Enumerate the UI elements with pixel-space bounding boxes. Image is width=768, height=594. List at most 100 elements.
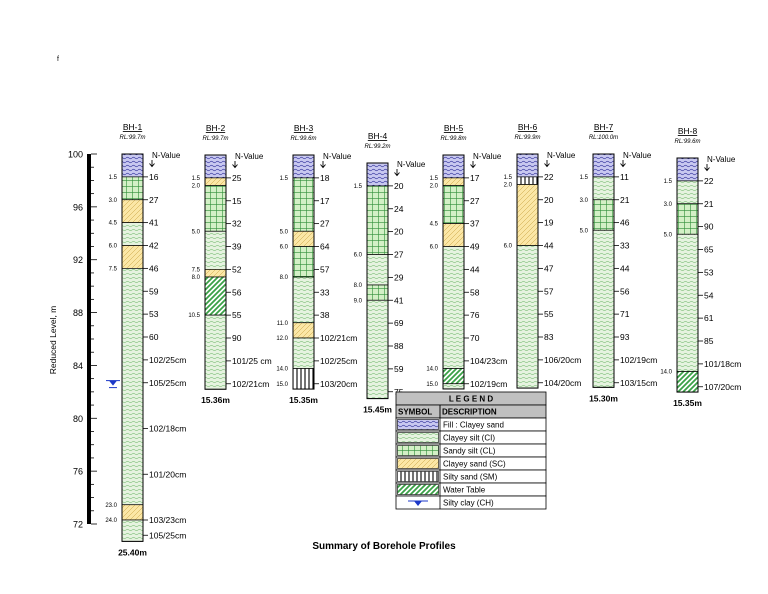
layer-depth-label: 8.0	[192, 275, 201, 281]
nvalue-arrow-icon	[320, 161, 326, 169]
nvalue-label: 53	[704, 267, 714, 277]
nvalue-label: 59	[394, 364, 404, 374]
soil-layer-silty-sand	[292, 368, 315, 390]
nvalue-header: N-Value	[323, 152, 352, 161]
nvalue-label: 37	[470, 219, 480, 229]
borehole-id: BH-5	[444, 123, 464, 133]
soil-layer-sandy-silt	[204, 185, 227, 232]
legend-marker-icon	[408, 500, 428, 506]
layer-depth-label: 1.5	[580, 175, 589, 181]
borehole-rl: RL:99.8m	[440, 136, 466, 142]
axis-bar	[87, 154, 91, 524]
nvalue-label: 33	[320, 287, 330, 297]
soil-layer-fill	[204, 154, 227, 179]
axis-tick-label: 72	[73, 520, 83, 530]
legend-table: L E G E N D SYMBOL DESCRIPTION Fill : Claye…	[395, 391, 547, 510]
layer-depth-label: 15.0	[426, 382, 438, 388]
nvalue-label: 65	[704, 245, 714, 255]
soil-layer-clayey-silt	[366, 254, 389, 286]
layer-depth-label: 3.0	[109, 198, 118, 204]
nvalue-label: 83	[544, 332, 554, 342]
nvalue-label: 101/18cm	[704, 359, 741, 369]
nvalue-label: 17	[320, 196, 330, 206]
nvalue-label: 90	[232, 333, 242, 343]
nvalue-label: 46	[620, 218, 630, 228]
axis-tick-label: 96	[73, 202, 83, 212]
soil-layer-clayey-silt	[442, 246, 465, 369]
borehole-bh-1: BH-1 RL:99.7m N-Value 1.5 3.0 4.5 6.0 7.5 23.0 24…	[105, 122, 186, 557]
borehole-outline	[592, 153, 615, 388]
borehole-rl: RL:100.0m	[589, 135, 618, 141]
nvalue-label: 47	[544, 263, 554, 273]
legend-title: L E G E N D	[449, 395, 494, 404]
nvalue-header: N-Value	[547, 151, 576, 160]
soil-layer-clayey-silt	[292, 276, 315, 324]
nvalue-label: 105/25cm	[149, 378, 186, 388]
nvalue-label: 106/20cm	[544, 355, 581, 365]
soil-layer-clayey-sand	[292, 230, 315, 247]
legend-label: Fill : Clayey sand	[443, 421, 504, 430]
borehole-bh-8: BH-8 RL:99.6m N-Value 1.5 3.0 5.0 14.0 22 21 90 65…	[660, 126, 741, 408]
legend-row: Water Table	[395, 482, 547, 497]
legend-label: Clayey silt (CI)	[443, 434, 495, 443]
nvalue-label: 102/25cm	[149, 355, 186, 365]
soil-layer-clayey-sand	[204, 269, 227, 278]
legend-row: Sandy silt (CL)	[395, 443, 547, 458]
nvalue-label: 39	[232, 242, 242, 252]
borehole-rl: RL:99.7m	[202, 136, 228, 142]
axis-tick-label: 100	[68, 150, 83, 160]
borehole-id: BH-3	[294, 123, 314, 133]
nvalue-label: 56	[620, 286, 630, 296]
nvalue-label: 41	[149, 218, 159, 228]
nvalue-label: 102/19cm	[470, 379, 507, 389]
nvalue-header: N-Value	[152, 151, 181, 160]
layer-depth-label: 5.0	[664, 232, 673, 238]
borehole-outline	[516, 153, 539, 389]
layer-depth-label: 1.5	[504, 175, 513, 181]
nvalue-label: 33	[620, 241, 630, 251]
nvalue-label: 102/25cm	[320, 356, 357, 366]
layer-depth-label: 8.0	[280, 275, 289, 281]
layer-depth-label: 3.0	[664, 202, 673, 208]
nvalue-label: 93	[620, 332, 630, 342]
layer-depth-label: 14.0	[426, 367, 438, 373]
legend-label: Water Table	[443, 486, 486, 495]
borehole-rl: RL:99.2m	[364, 144, 390, 150]
nvalue-label: 102/21cm	[232, 379, 269, 389]
soil-layer-clayey-sand	[516, 184, 539, 246]
borehole-rl: RL:99.7m	[119, 135, 145, 141]
layer-depth-label: 3.0	[580, 198, 589, 204]
nvalue-label: 59	[149, 286, 159, 296]
nvalue-arrow-icon	[544, 160, 550, 168]
nvalue-label: 29	[394, 272, 404, 282]
soil-layer-clayey-silt	[204, 230, 227, 270]
legend-row: Clayey sand (SC)	[395, 456, 547, 471]
nvalue-label: 103/20cm	[320, 379, 357, 389]
nvalue-label: 102/21cm	[320, 333, 357, 343]
nvalue-label: 55	[232, 310, 242, 320]
nvalue-label: 53	[149, 309, 159, 319]
nvalue-label: 103/23cm	[149, 515, 186, 525]
nvalue-label: 22	[544, 172, 554, 182]
nvalue-header: N-Value	[235, 152, 264, 161]
borehole-bh-7: BH-7 RL:100.0m N-Value 1.5 3.0 5.0 11 21 46 33 44 5…	[580, 122, 658, 403]
nvalue-label: 90	[704, 222, 714, 232]
layer-depth-label: 15.0	[276, 382, 288, 388]
layer-depth-label: 10.5	[188, 313, 200, 319]
nvalue-label: 27	[320, 219, 330, 229]
nvalue-label: 21	[620, 195, 630, 205]
soil-layer-fill	[292, 154, 315, 179]
nvalue-label: 41	[394, 295, 404, 305]
soil-layer-clayey-silt	[121, 519, 144, 542]
layer-depth-label: 6.0	[280, 245, 289, 251]
layer-depth-label: 14.0	[276, 367, 288, 373]
layer-depth-label: 6.0	[430, 245, 439, 251]
nvalue-label: 20	[394, 181, 404, 191]
nvalue-label: 19	[544, 218, 554, 228]
soil-layer-sandy-silt	[121, 176, 144, 201]
soil-layer-clayey-sand	[121, 504, 144, 521]
soil-layer-clayey-sand	[204, 177, 227, 186]
nvalue-label: 101/20cm	[149, 469, 186, 479]
nvalue-header: N-Value	[623, 151, 652, 160]
